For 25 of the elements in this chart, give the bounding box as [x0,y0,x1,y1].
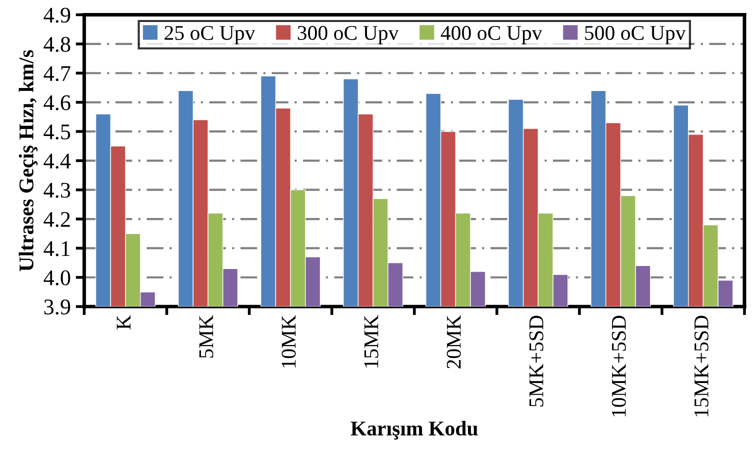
x-tick-label: 10MK+5SD [612,316,626,416]
y-tick-label: 4.0 [44,270,70,286]
y-axis-title: Ultrases Geçiş Hızı, km/s [18,50,38,272]
y-tick-label: 4.8 [44,36,70,52]
x-tick-label: 15MK+5SD [694,316,708,416]
y-tick-label: 4.6 [44,95,70,110]
x-tick-label: 15MK [364,315,378,368]
y-tick-label: 4.1 [44,241,70,256]
x-axis-title: Karışım Kodu [350,420,478,440]
legend-label: 500 oC Upv [585,26,686,44]
y-tick-label: 4.3 [44,182,70,198]
y-tick-label: 4.7 [44,66,70,82]
legend-label: 25 oC Upv [164,26,256,44]
x-tick-label: 5MK+5SD [529,316,544,406]
x-tick-label: 10MK [282,315,296,368]
y-tick-label: 4.9 [44,8,70,23]
legend-label: 400 oC Upv [440,26,542,44]
y-tick-label: 3.9 [44,300,70,315]
x-tick-label: K [116,315,130,330]
x-tick-label: 20MK [446,315,461,368]
x-tick-label: 5MK [199,315,214,358]
y-tick-label: 4.5 [44,124,70,140]
legend-label: 300 oC Upv [298,26,399,44]
y-tick-label: 4.4 [44,154,71,169]
y-tick-label: 4.2 [44,212,70,228]
